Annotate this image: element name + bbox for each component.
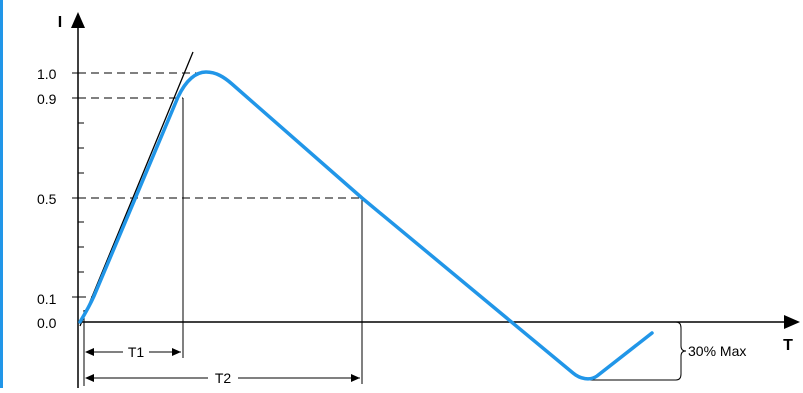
y-tick-labels: 1.0 0.9 0.5 0.1 0.0 <box>37 66 57 331</box>
undershoot-label: 30% Max <box>688 343 746 359</box>
reference-lines <box>78 72 362 298</box>
y-tick-label-0-9: 0.9 <box>37 91 57 107</box>
undershoot-brace: 30% Max <box>675 321 746 381</box>
y-tick-label-0-0: 0.0 <box>37 315 57 331</box>
y-tick-label-0-5: 0.5 <box>37 191 57 207</box>
y-tick-label-0-1: 0.1 <box>37 291 57 307</box>
y-tick-label-1-0: 1.0 <box>37 66 57 82</box>
y-axis: I <box>58 12 85 388</box>
t2-dimension: T2 <box>85 370 360 386</box>
pulse-waveform <box>78 70 654 381</box>
x-axis-title: T <box>783 337 793 354</box>
t1-label: T1 <box>128 344 145 360</box>
y-axis-title: I <box>58 14 62 31</box>
t1-dimension: T1 <box>85 344 181 360</box>
extension-lines <box>83 98 676 386</box>
left-edge-bar <box>0 0 3 388</box>
t2-label: T2 <box>215 370 232 386</box>
